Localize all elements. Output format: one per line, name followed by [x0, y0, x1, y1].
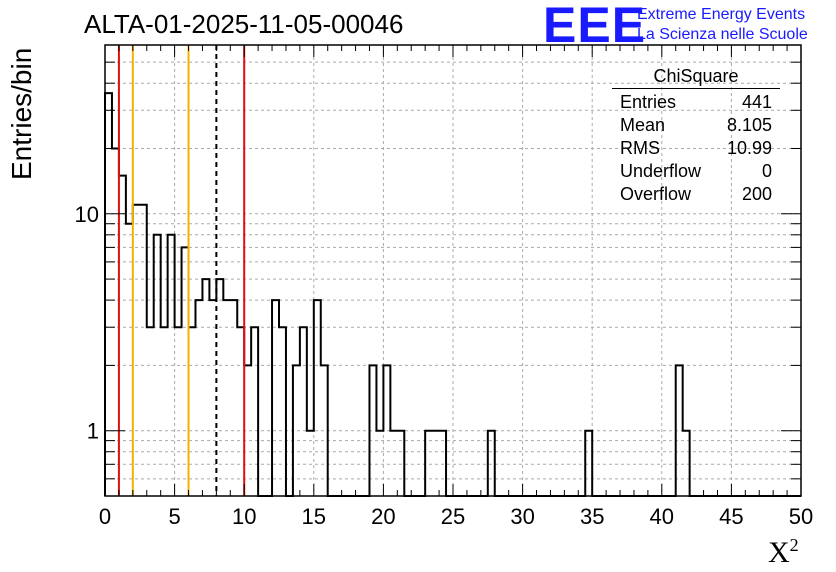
stats-label: RMS — [620, 138, 660, 158]
stats-value: 0 — [761, 161, 772, 181]
x-axis-label-sup: 2 — [789, 535, 799, 555]
x-tick-label: 35 — [580, 504, 604, 529]
stats-label: Overflow — [620, 184, 692, 204]
x-tick-label: 50 — [789, 504, 813, 529]
x-tick-label: 0 — [99, 504, 111, 529]
x-tick-label: 40 — [650, 504, 674, 529]
stats-row-mean: Mean 8.105 — [612, 114, 780, 137]
stats-value: 441 — [741, 92, 772, 112]
y-tick-label: 10 — [75, 202, 99, 227]
stats-value: 8.105 — [726, 115, 772, 135]
x-tick-label: 45 — [719, 504, 743, 529]
stats-value: 200 — [741, 184, 772, 204]
stats-label: Mean — [620, 115, 666, 135]
stats-row-entries: Entries 441 — [612, 91, 780, 114]
stats-label: Underflow — [620, 161, 702, 181]
stats-row-rms: RMS 10.99 — [612, 137, 780, 160]
x-tick-label: 30 — [510, 504, 534, 529]
logo-line-2: La Scienza nelle Scuole — [637, 26, 808, 43]
stats-box: ChiSquare Entries 441 Mean 8.105 RMS 10.99 … — [612, 66, 780, 206]
logo-line-1: Extreme Energy Events — [637, 6, 806, 23]
x-tick-label: 25 — [441, 504, 465, 529]
x-tick-label: 20 — [371, 504, 395, 529]
stats-row-overflow: Overflow 200 — [612, 183, 780, 206]
x-axis-label: X2 — [768, 535, 799, 570]
eee-logo: EEE — [543, 0, 647, 53]
x-tick-label: 15 — [302, 504, 326, 529]
x-tick-label: 10 — [232, 504, 256, 529]
x-axis-label-text: X — [768, 536, 790, 569]
stats-label: Entries — [620, 92, 677, 112]
stats-value: 10.99 — [726, 138, 772, 158]
y-tick-label: 1 — [87, 419, 99, 444]
y-axis-label: Entries/bin — [6, 47, 37, 180]
stats-row-underflow: Underflow 0 — [612, 160, 780, 183]
chart-title: ALTA-01-2025-11-05-00046 — [84, 9, 404, 39]
stats-title: ChiSquare — [612, 66, 780, 89]
x-tick-label: 5 — [168, 504, 180, 529]
